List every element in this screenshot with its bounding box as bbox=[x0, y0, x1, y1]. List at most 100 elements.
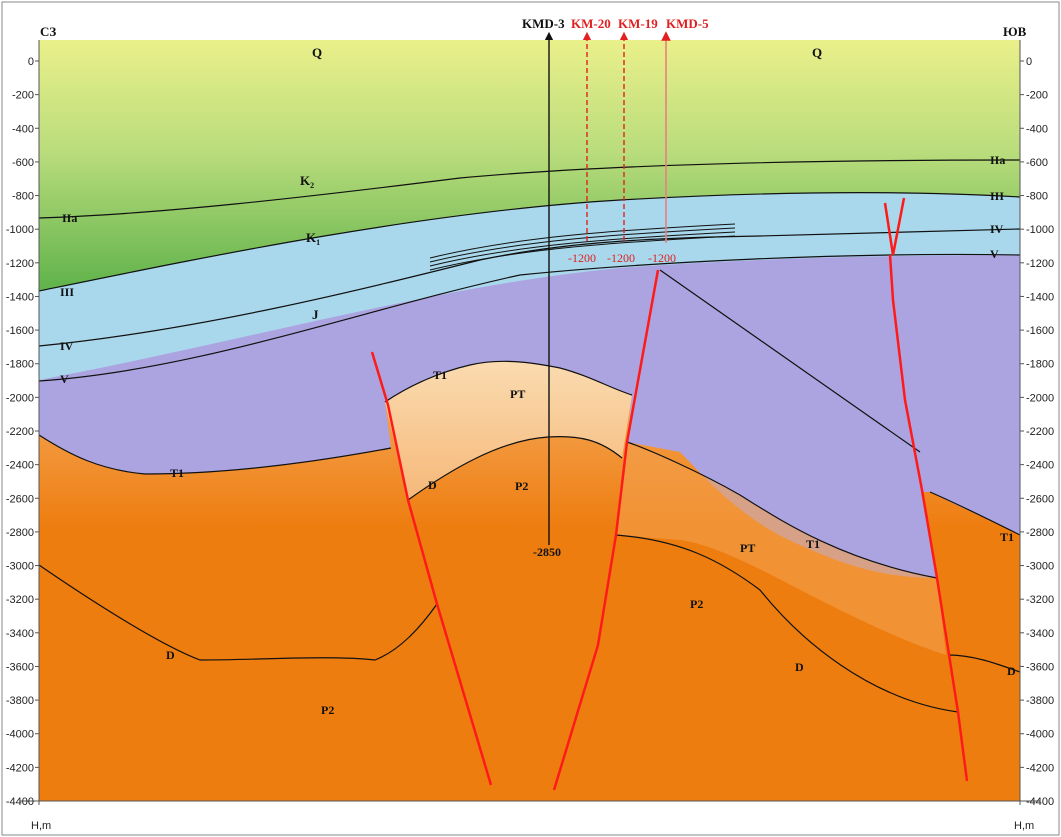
well-km20-depth: -1200 bbox=[568, 251, 596, 265]
horizon-V bbox=[38, 253, 1021, 382]
unit-label-T1-mid: T1 bbox=[806, 537, 820, 551]
wells bbox=[544, 31, 671, 545]
well-km19-depth: -1200 bbox=[607, 251, 635, 265]
right-tick-label: -800 bbox=[1026, 191, 1048, 203]
fault-center bbox=[552, 269, 660, 791]
right-tick-label: -1400 bbox=[1026, 291, 1054, 303]
heading-left: СЗ bbox=[40, 24, 56, 39]
horizon-label-IV-right: IV bbox=[990, 222, 1004, 236]
right-tick-label: -2200 bbox=[1026, 426, 1054, 438]
horizon-T1-far bbox=[929, 491, 1021, 536]
well-km19-label: KM-19 bbox=[618, 16, 658, 31]
right-tick-label: -200 bbox=[1026, 90, 1048, 102]
unit-label-P2-dome: P2 bbox=[515, 479, 528, 493]
tick-marks bbox=[35, 60, 1024, 802]
unit-label-P2-left: P2 bbox=[321, 703, 334, 717]
left-tick-label: -4400 bbox=[6, 796, 34, 808]
horizon-label-III-right: III bbox=[990, 189, 1004, 203]
horizon-D-right bbox=[615, 534, 959, 713]
unit-label-D-far: D bbox=[1007, 664, 1016, 678]
left-tick-label: -1200 bbox=[6, 258, 34, 270]
unit-dome-area bbox=[385, 361, 632, 500]
right-tick-label: -3800 bbox=[1026, 695, 1054, 707]
right-tick-label: -4400 bbox=[1026, 796, 1054, 808]
axes bbox=[20, 40, 1040, 805]
unit-label-K2: K2 bbox=[300, 173, 314, 190]
unit-label-T1-far: T1 bbox=[1000, 530, 1014, 544]
well-kmd5-depth: -1200 bbox=[648, 251, 676, 265]
horizon-lines bbox=[38, 159, 1021, 713]
left-tick-label: -2200 bbox=[6, 426, 34, 438]
unit-label-PT-dome: PT bbox=[510, 387, 525, 401]
unit-label-PT-right: PT bbox=[740, 541, 755, 555]
horizon-label-IV-left: IV bbox=[60, 339, 74, 353]
unit-label-Q-left: Q bbox=[312, 45, 322, 60]
left-tick-label: -2800 bbox=[6, 527, 34, 539]
fault-right-branch-b bbox=[891, 197, 906, 256]
left-tick-label: 0 bbox=[28, 56, 34, 68]
right-tick-label: -400 bbox=[1026, 123, 1048, 135]
right-tick-label: -1600 bbox=[1026, 325, 1054, 337]
left-tick-label: -3200 bbox=[6, 594, 34, 606]
horizon-T1-right bbox=[626, 441, 938, 579]
heading-right: ЮВ bbox=[1003, 24, 1027, 39]
left-tick-label: -600 bbox=[12, 157, 34, 169]
left-tick-label: -400 bbox=[12, 123, 34, 135]
horizon-T1-top-left bbox=[38, 434, 392, 475]
horizon-label-IIa-right: IIa bbox=[990, 153, 1005, 167]
right-tick-label: -1000 bbox=[1026, 224, 1054, 236]
horizon-IV bbox=[38, 228, 1021, 347]
unit-label-D-right: D bbox=[795, 660, 804, 674]
left-tick-label: -200 bbox=[12, 90, 34, 102]
left-tick-label: -2600 bbox=[6, 493, 34, 505]
horizon-label-V-right: V bbox=[990, 247, 999, 261]
right-tick-label: 0 bbox=[1026, 56, 1032, 68]
right-tick-label: -2600 bbox=[1026, 493, 1054, 505]
horizon-III bbox=[38, 192, 1021, 292]
horizon-T1-dome bbox=[384, 360, 633, 403]
right-tick-label: -600 bbox=[1026, 157, 1048, 169]
well-kmd5-label: KMD-5 bbox=[666, 16, 709, 31]
axis-caption-right: H,m bbox=[1014, 820, 1034, 832]
thin-layers bbox=[429, 223, 736, 271]
right-tick-label: -3000 bbox=[1026, 561, 1054, 573]
horizon-D-left bbox=[38, 564, 438, 661]
right-tick-label: -3600 bbox=[1026, 661, 1054, 673]
well-km20-label: KM-20 bbox=[571, 16, 611, 31]
left-tick-label: -4200 bbox=[6, 762, 34, 774]
tick-labels: 0 -200 -400 -600 -800 -1000 -1200 -1400 -1600 -18… bbox=[6, 56, 1054, 808]
horizon-label-IIa-left: IIa bbox=[62, 211, 77, 225]
axis-caption-left: H,m bbox=[31, 820, 51, 832]
right-tick-label: -3200 bbox=[1026, 594, 1054, 606]
left-tick-label: -1600 bbox=[6, 325, 34, 337]
fault-right-branch-a bbox=[883, 202, 895, 256]
right-tick-label: -4000 bbox=[1026, 729, 1054, 741]
right-tick-label: -1200 bbox=[1026, 258, 1054, 270]
horizon-label-III-left: III bbox=[60, 285, 74, 299]
unit-label-J: J bbox=[312, 307, 319, 322]
horizon-D-far bbox=[947, 654, 1021, 673]
right-tick-label: -2800 bbox=[1026, 527, 1054, 539]
unit-right-pt-area bbox=[616, 442, 946, 655]
fault-right bbox=[888, 254, 969, 782]
left-tick-label: -1400 bbox=[6, 291, 34, 303]
unit-label-T1-dome: T1 bbox=[433, 368, 447, 382]
unit-label-P2-right: P2 bbox=[690, 597, 703, 611]
right-tick-label: -1800 bbox=[1026, 359, 1054, 371]
left-tick-label: -3800 bbox=[6, 695, 34, 707]
left-tick-label: -3400 bbox=[6, 628, 34, 640]
left-tick-label: -1000 bbox=[6, 224, 34, 236]
left-tick-label: -2400 bbox=[6, 460, 34, 472]
fault-left bbox=[370, 351, 493, 786]
horizon-IIa bbox=[38, 159, 1021, 219]
right-tick-label: -3400 bbox=[1026, 628, 1054, 640]
unit-label-Q-right: Q bbox=[812, 45, 822, 60]
left-tick-label: -1800 bbox=[6, 359, 34, 371]
left-tick-label: -800 bbox=[12, 191, 34, 203]
unit-blue-area bbox=[39, 192, 1020, 380]
right-tick-label: -4200 bbox=[1026, 762, 1054, 774]
well-kmd3-depth: -2850 bbox=[533, 545, 561, 559]
horizon-D-dome bbox=[407, 436, 623, 501]
well-kmd3-label: KMD-3 bbox=[522, 16, 565, 31]
